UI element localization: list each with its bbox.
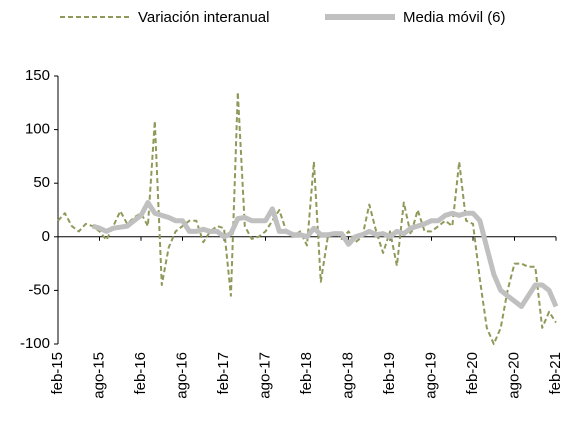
series-line	[57, 91, 557, 345]
y-tick-label: -50	[28, 281, 50, 298]
series-line	[91, 200, 559, 309]
x-tick-label: feb-19	[381, 352, 398, 395]
y-tick-label: 100	[25, 121, 50, 138]
legend-label: Variación interanual	[138, 9, 269, 26]
x-tick-label: ago-15	[90, 352, 107, 399]
x-tick-label: feb-20	[464, 352, 481, 395]
x-tick-label: feb-17	[215, 352, 232, 395]
x-tick-label: ago-16	[173, 352, 190, 399]
y-tick-label: 150	[25, 67, 50, 84]
legend-label: Media móvil (6)	[403, 9, 506, 26]
x-tick-label: feb-18	[298, 352, 315, 395]
x-tick-label: feb-16	[132, 352, 149, 395]
y-tick-label: 0	[42, 228, 50, 245]
x-tick-label: ago-20	[505, 352, 522, 399]
x-tick-label: ago-19	[422, 352, 439, 399]
x-tick-label: feb-21	[547, 352, 564, 395]
x-tick-label: feb-15	[49, 352, 66, 395]
y-tick-label: -100	[20, 335, 50, 352]
y-tick-label: 50	[33, 174, 50, 191]
x-tick-label: ago-18	[339, 352, 356, 399]
x-tick-label: ago-17	[256, 352, 273, 399]
